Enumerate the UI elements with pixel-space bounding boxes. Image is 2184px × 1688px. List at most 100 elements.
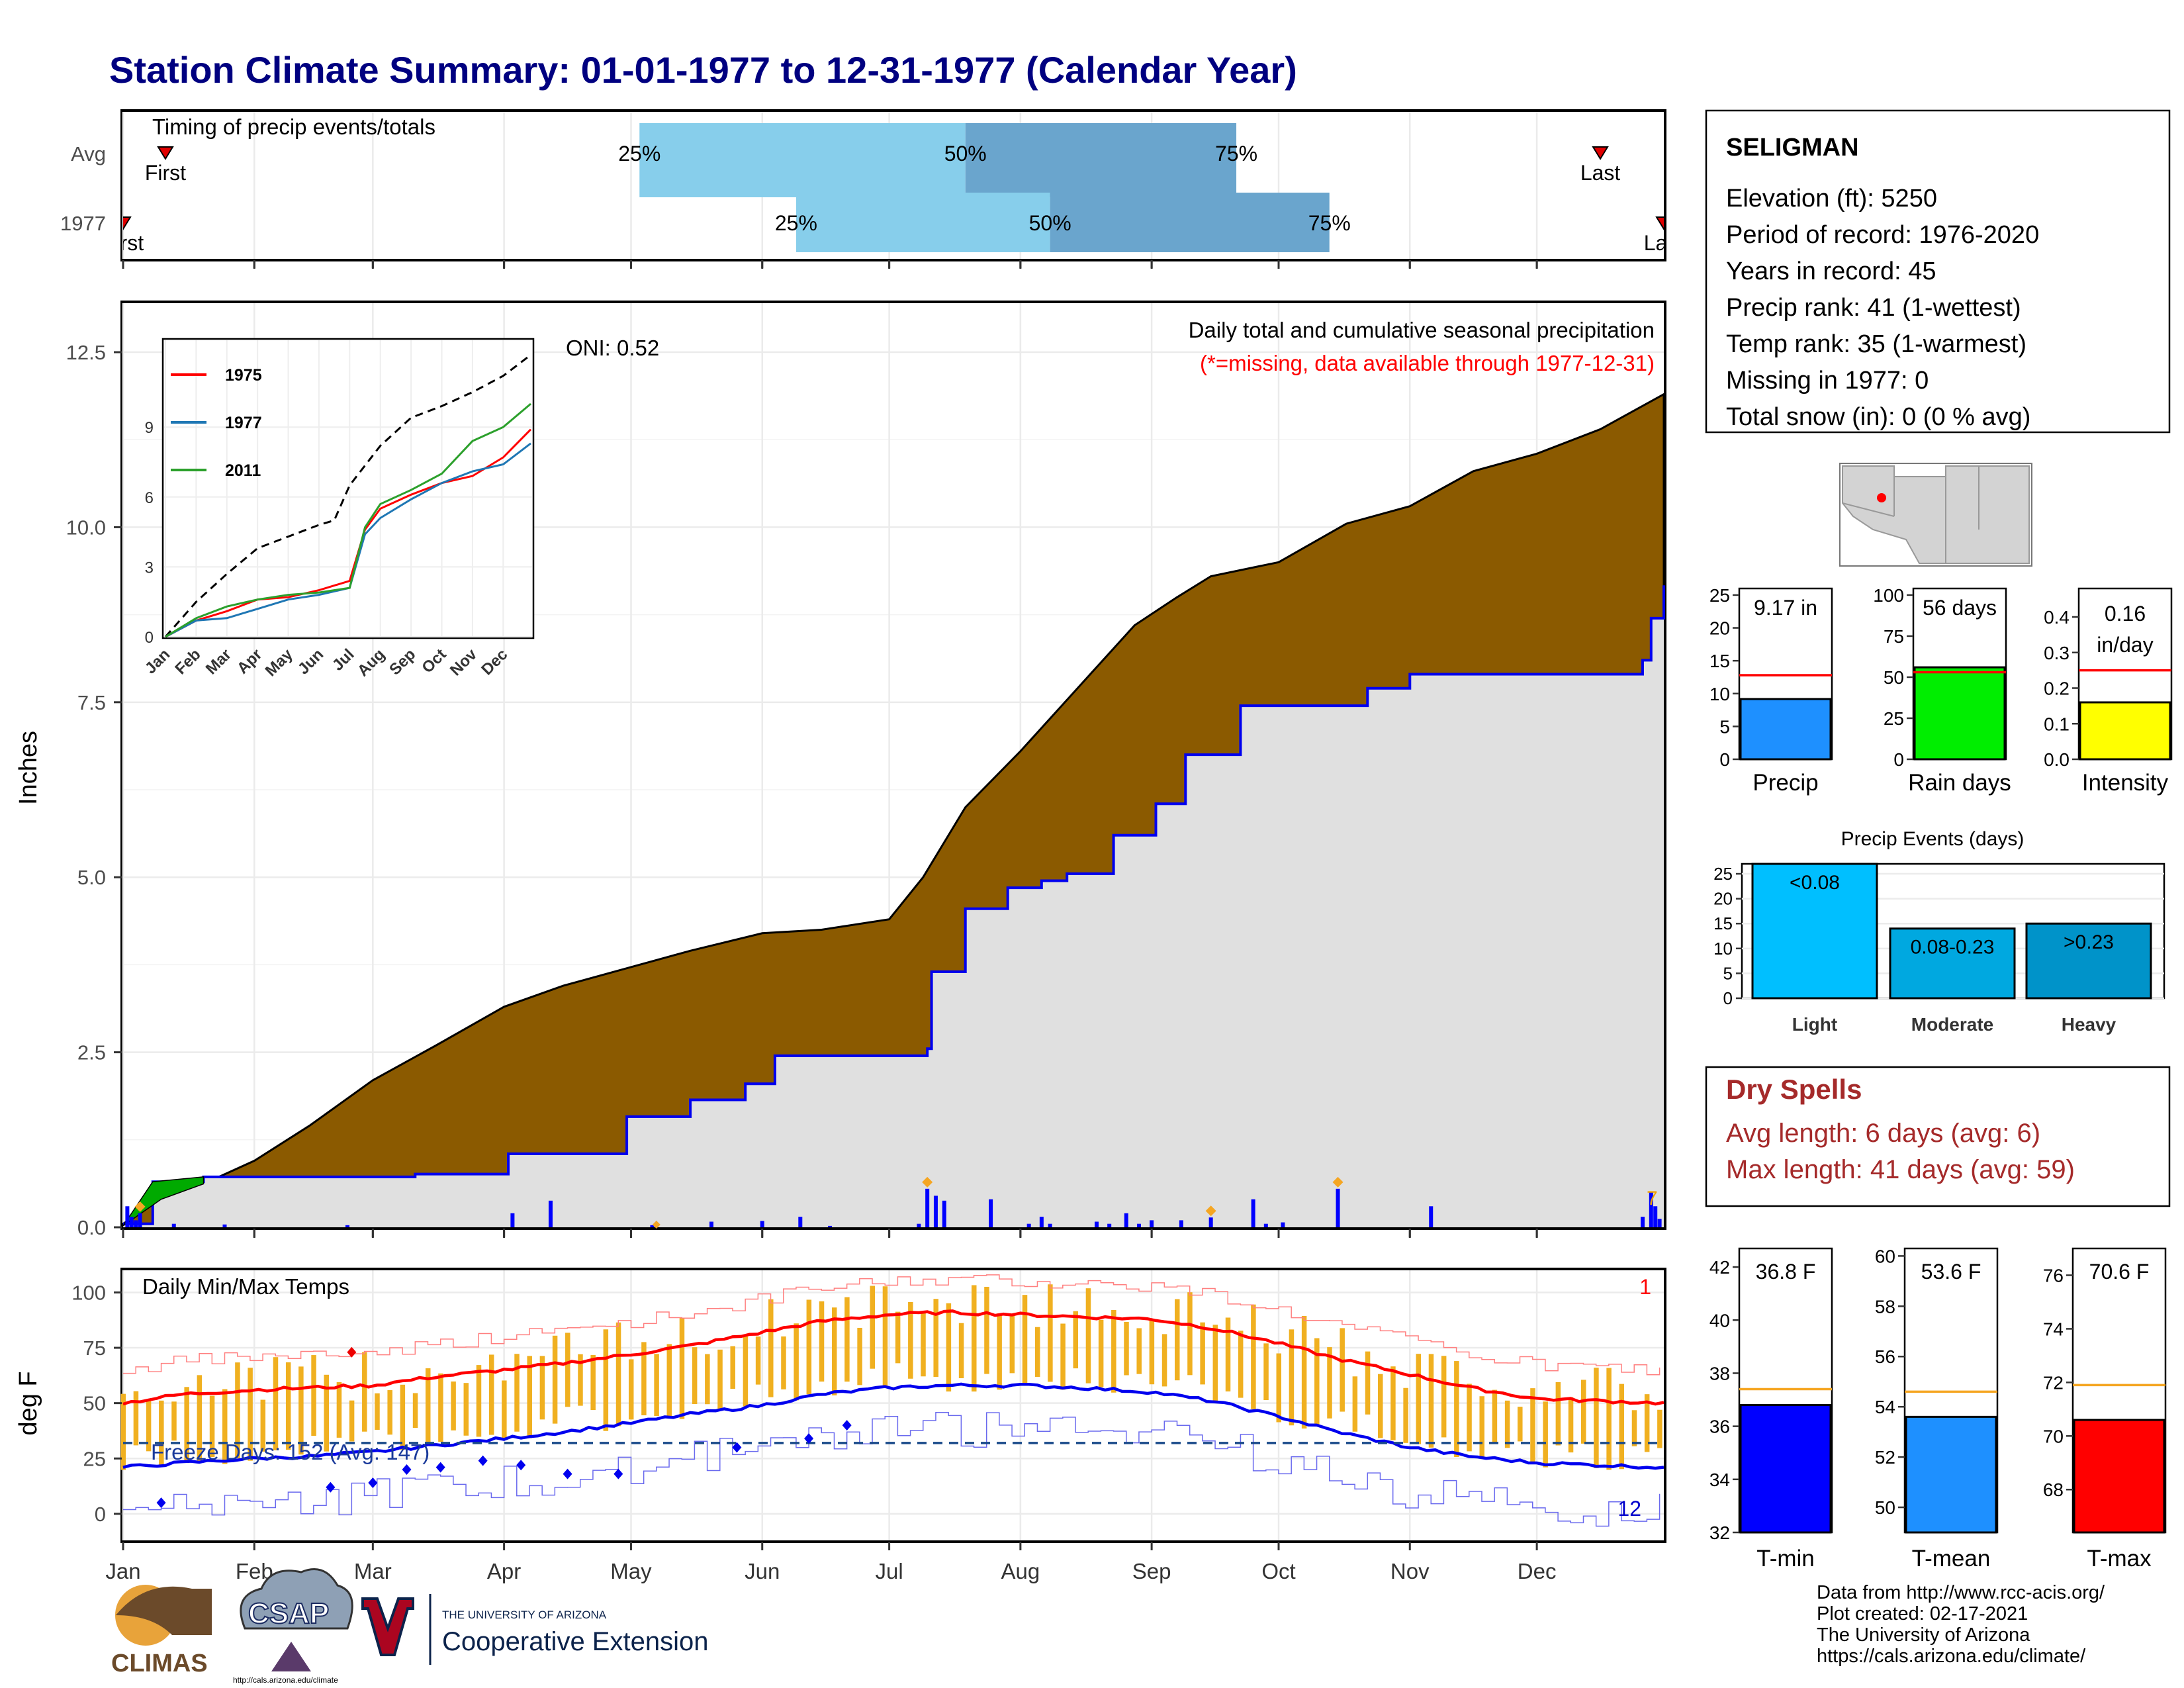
daily-precip-bar — [1150, 1220, 1154, 1227]
timing-q50-q75-bar — [965, 123, 1237, 197]
mini-bar-y-tick-label: 0.3 — [2044, 643, 2070, 663]
timing-row-year: 1977 — [60, 212, 106, 235]
mini-bar-y-tick-label: 0.0 — [2044, 749, 2070, 770]
month-label: Jan — [105, 1559, 140, 1583]
daily-temp-bar — [1504, 1400, 1510, 1448]
precip-events-chart: Precip Events (days) 0 5 10 15 20 25 <0.08 Ligh… — [1713, 828, 2165, 1035]
events-title: Precip Events (days) — [1841, 828, 2025, 850]
daily-temp-bar — [362, 1352, 367, 1432]
inset-y-tick-label: 9 — [145, 419, 154, 437]
daily-temp-bar — [260, 1399, 266, 1452]
daily-precip-bar — [1136, 1223, 1141, 1227]
page-title: Station Climate Summary: 01-01-1977 to 1… — [109, 49, 1297, 91]
temp-bar-y-tick-label: 50 — [1875, 1497, 1895, 1518]
events-y-tick-label: 20 — [1713, 889, 1733, 909]
daily-precip-bar — [925, 1188, 930, 1227]
timing-p25-label: 25% — [775, 211, 817, 235]
month-label: Apr — [487, 1559, 521, 1583]
daily-precip-bar — [798, 1217, 803, 1227]
csap-logo-text: CSAP — [248, 1597, 329, 1630]
corner-min: 12 — [1617, 1497, 1641, 1521]
daily-temp-bar — [451, 1381, 456, 1430]
daily-temp-bar — [717, 1349, 723, 1410]
mini-bar-y-tick-label: 75 — [1884, 626, 1904, 647]
daily-temp-bar — [997, 1313, 1002, 1390]
temp-y-axis-label: deg F — [15, 1371, 42, 1435]
locator-map — [1839, 463, 2032, 567]
mini-bar-y-tick-label: 25 — [1709, 585, 1730, 606]
climas-logo: CLIMAS — [111, 1585, 212, 1677]
daily-precip-bar — [222, 1224, 227, 1227]
timing-p50-label: 50% — [1029, 211, 1071, 235]
precip-y-tick-label: 5.0 — [77, 866, 106, 889]
daily-temp-bar — [146, 1400, 152, 1452]
daily-temp-bar — [1212, 1325, 1218, 1403]
last-event-label: Last — [1644, 231, 1684, 255]
daily-precip-bar — [1039, 1217, 1044, 1227]
csap-url: http://cals.arizona.edu/climate — [233, 1675, 338, 1685]
temp-bar-y-tick-label: 72 — [2043, 1372, 2064, 1393]
station-frame — [1705, 109, 2171, 434]
daily-temp-bar — [946, 1303, 952, 1392]
temp-bar-y-tick-label: 56 — [1875, 1346, 1895, 1367]
temp-y-tick-label: 25 — [83, 1447, 106, 1470]
inset-legend-label: 1977 — [225, 414, 262, 432]
temp-bar-y-tick-label: 74 — [2043, 1319, 2064, 1339]
precip-event-marker — [1205, 1205, 1216, 1217]
precip-y-tick-label: 10.0 — [66, 516, 106, 539]
record-low-marker — [326, 1481, 336, 1493]
daily-temp-bar — [565, 1333, 570, 1407]
events-y-tick-label: 15 — [1713, 914, 1733, 933]
daily-temp-bar — [1085, 1288, 1091, 1383]
month-label: Nov — [1390, 1559, 1430, 1583]
freeze-days-label: Freeze Days: 152 (Avg: 147) — [151, 1440, 430, 1464]
daily-precip-bar — [1263, 1223, 1268, 1227]
daily-temp-bar — [1327, 1347, 1332, 1419]
events-y-tick-label: 10 — [1713, 939, 1733, 959]
mini-bar-value-label-2: in/day — [2097, 633, 2153, 657]
mini-bar-value — [1913, 666, 2006, 761]
daily-precip-bar — [942, 1200, 946, 1227]
daily-temp-bar — [1555, 1382, 1561, 1446]
month-label: Oct — [1261, 1559, 1295, 1583]
daily-temp-bar — [1022, 1295, 1028, 1385]
dry-spells-avg: Avg length: 6 days (avg: 6) — [1726, 1119, 2040, 1148]
mini-bar-y-tick-label: 25 — [1884, 708, 1904, 729]
daily-temp-bar — [578, 1354, 583, 1406]
timing-q50-q75-bar — [1050, 193, 1330, 252]
daily-temp-bar — [1225, 1317, 1231, 1392]
temp-bar-y-tick-label: 68 — [2043, 1479, 2064, 1500]
precip-event-marker — [1332, 1176, 1343, 1188]
record-min-line — [123, 1412, 1661, 1527]
record-low-marker — [368, 1477, 378, 1489]
temp-bar-value — [1739, 1404, 1832, 1534]
daily-temp-bar — [412, 1393, 418, 1429]
missing-note: (*=missing, data available through 1977-… — [1200, 351, 1655, 375]
temp-bar-value — [2073, 1419, 2165, 1534]
first-event-label: First — [145, 161, 186, 185]
daily-precip-bar — [1048, 1223, 1052, 1227]
timing-label: Timing of precip events/totals — [152, 115, 435, 139]
record-low-marker — [804, 1433, 814, 1444]
temp-bar-y-tick-label: 60 — [1875, 1246, 1895, 1266]
daily-temp-bar — [615, 1322, 621, 1427]
credit-line-2: Plot created: 02-17-2021 — [1817, 1603, 2028, 1624]
temp-bar-label: T-min — [1756, 1546, 1815, 1571]
daily-temp-bar — [400, 1384, 406, 1450]
daily-temp-bar — [1276, 1353, 1281, 1423]
timing-q25-q50-bar — [796, 193, 1050, 252]
daily-temp-bar — [921, 1313, 926, 1377]
daily-temp-bar — [1340, 1328, 1345, 1412]
temp-bar-y-tick-label: 34 — [1709, 1470, 1730, 1490]
last-event-marker — [1655, 216, 1664, 230]
first-event-marker — [123, 216, 132, 230]
timing-row-avg: Avg — [71, 142, 106, 165]
climas-logo-text: CLIMAS — [111, 1650, 208, 1677]
daily-temp-bar — [590, 1354, 596, 1411]
precip-event-marker — [922, 1176, 933, 1188]
year-cumulative-line — [123, 585, 1665, 1225]
daily-precip-bar — [1107, 1223, 1112, 1227]
daily-temp-bar — [1301, 1315, 1307, 1429]
csap-logo: CSAP http://cals.arizona.edu/climate — [233, 1568, 353, 1685]
daily-precip-bar — [125, 1206, 130, 1227]
